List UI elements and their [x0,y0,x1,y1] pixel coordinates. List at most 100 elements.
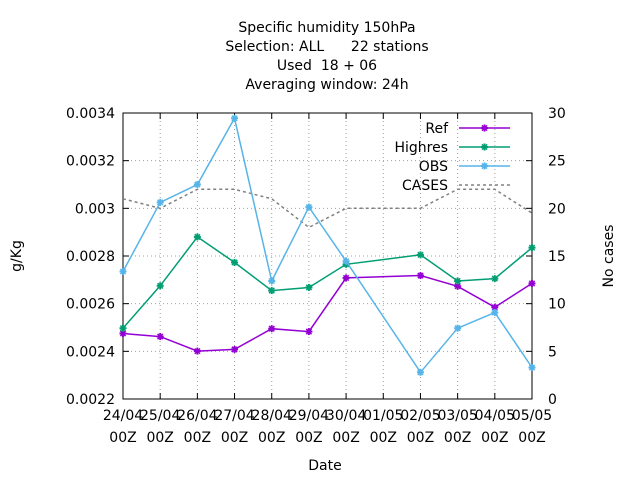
data-point-obs [156,198,164,206]
y-tick-label: 0.0024 [66,344,115,360]
data-point-mark [305,328,313,335]
data-point-mark [194,347,201,355]
data-point-mark [528,364,536,371]
data-point-highres [156,282,164,290]
title-line: Used 18 + 06 [277,58,377,74]
data-point-ref [231,345,239,353]
data-point-ref [156,333,164,341]
data-point-mark [231,115,238,122]
data-point-mark [268,277,275,285]
data-point-ref [305,328,313,336]
data-point-obs [342,257,350,265]
y2-tick-label: 0 [548,392,557,408]
x-tick-label-time: 00Z [407,430,434,446]
data-point-mark [157,333,164,340]
y2-tick-label: 5 [548,344,557,360]
x-tick-label-date: 25/04 [140,408,180,424]
legend-marker-obs [481,162,488,170]
data-point-obs [119,267,127,275]
data-point-obs [528,364,536,372]
x-tick-label-time: 00Z [370,430,397,446]
x-tick-label-time: 00Z [518,430,545,446]
x-tick-label-time: 00Z [481,430,508,446]
data-point-mark [454,277,461,285]
data-point-obs [193,181,201,188]
y2-tick-label: 10 [548,297,566,313]
x-tick-label-time: 00Z [295,430,322,446]
legend-label-highres: Highres [394,140,448,156]
x-tick-label-date: 05/05 [512,408,552,424]
data-point-highres [305,283,313,291]
y2-tick-label: 30 [548,106,566,122]
data-point-highres [193,233,201,241]
series-points-ref [119,272,536,355]
legend-label-cases: CASES [402,178,448,194]
title-line: Averaging window: 24h [245,77,408,93]
data-point-mark [305,203,313,211]
x-tick-label-time: 00Z [184,430,211,446]
data-point-mark [119,268,127,275]
x-tick-label-date: 01/05 [363,408,403,424]
x-tick-label-date: 26/04 [177,408,217,424]
data-point-mark [417,369,424,376]
data-point-mark [481,143,488,151]
data-point-mark [454,283,461,290]
data-point-mark [481,162,488,170]
data-point-highres [119,324,127,332]
data-point-mark [231,346,238,353]
data-point-ref [528,279,536,287]
data-point-mark [194,181,201,188]
x-tick-label-date: 24/04 [103,408,143,424]
y-axis-label: g/Kg [9,240,25,272]
x-tick-label-time: 00Z [332,430,359,446]
y-tick-label: 0.003 [75,201,115,217]
title-line: Specific humidity 150hPa [238,20,415,36]
data-point-highres [416,251,424,259]
data-point-mark [417,272,424,279]
title-line: Selection: ALL 22 stations [225,39,428,55]
data-point-mark [194,233,201,241]
y2-tick-label: 20 [548,201,566,217]
data-point-obs [268,277,276,285]
series-line-cases [122,188,533,229]
data-point-mark [268,325,275,332]
data-point-mark [342,258,350,265]
y-tick-label: 0.0028 [66,249,115,265]
data-point-mark [481,124,488,132]
legend: Ref Highres OBS CASES [394,121,510,194]
data-point-mark [268,287,275,294]
data-point-ref [342,274,350,282]
legend-label-ref: Ref [425,121,449,137]
data-point-mark [157,199,164,206]
data-point-ref [416,272,424,280]
legend-label-obs: OBS [419,159,448,175]
data-point-highres [268,287,276,295]
data-point-mark [305,284,313,291]
data-point-ref [193,347,201,355]
data-point-mark [491,309,498,316]
x-axis-label: Date [308,458,341,474]
legend-marker-highres [481,143,488,151]
data-point-ref [119,329,127,337]
series [119,114,536,376]
data-point-mark [528,280,536,287]
data-point-highres [454,277,462,285]
y2-axis-label: No cases [601,225,617,288]
data-point-highres [231,258,239,266]
data-point-mark [119,330,127,337]
x-tick-label-date: 04/05 [475,408,515,424]
x-tick-label-date: 30/04 [326,408,366,424]
x-tick-label-date: 28/04 [252,408,292,424]
x-tick-label-date: 03/05 [437,408,477,424]
data-point-mark [417,251,424,258]
data-point-highres [528,244,536,252]
x-tick-label-date: 27/04 [214,408,254,424]
data-point-mark [528,244,536,251]
y2-tick-label: 25 [548,154,566,170]
x-tick-label-time: 00Z [109,430,136,446]
data-point-obs [305,203,313,211]
data-point-obs [454,324,462,332]
y2-tick-label: 15 [548,249,566,265]
legend-marker-ref [481,124,488,132]
